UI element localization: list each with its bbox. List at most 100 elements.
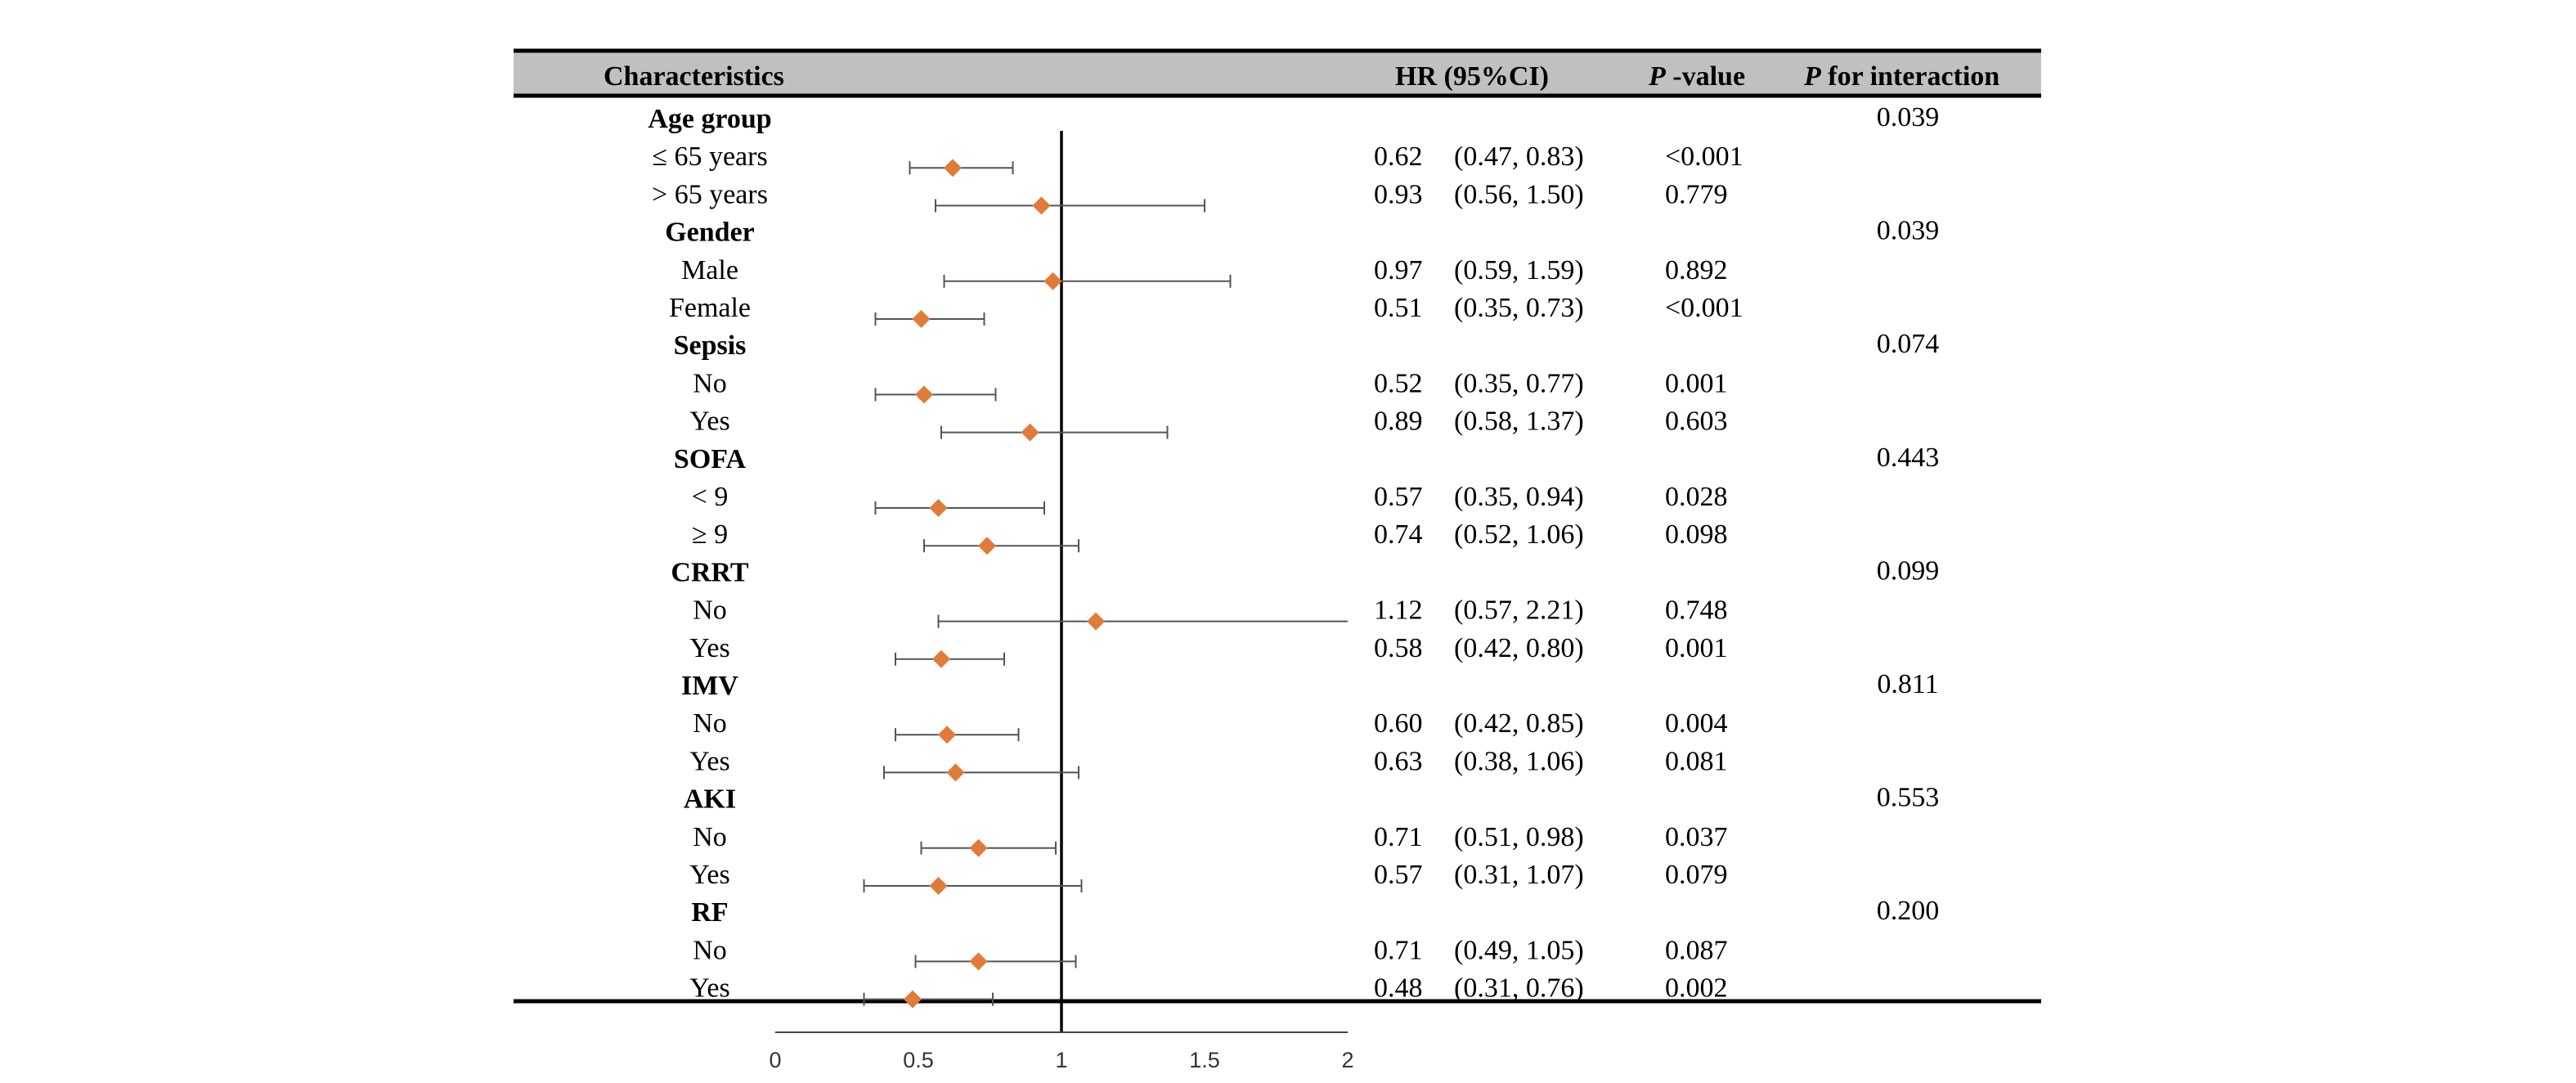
hr-value: 0.58 [1374, 633, 1423, 663]
subgroup-label: Yes [689, 860, 729, 890]
p-value: 0.892 [1665, 255, 1728, 285]
header-characteristics: Characteristics [604, 61, 784, 92]
subgroup-label: Yes [689, 407, 729, 437]
x-tick-label: 0 [769, 1048, 781, 1072]
subgroup-label: Male [681, 255, 738, 285]
p-value: <0.001 [1665, 142, 1744, 172]
p-value: 0.748 [1665, 595, 1728, 626]
ci-text: (0.31, 0.76) [1454, 973, 1584, 1004]
ci-text: (0.35, 0.77) [1454, 368, 1584, 398]
group-label: AKI [684, 784, 736, 815]
hr-point-marker [946, 763, 965, 782]
p-value: <0.001 [1665, 293, 1744, 323]
hr-value: 1.12 [1374, 595, 1423, 626]
hr-value: 0.74 [1374, 519, 1423, 550]
hr-point-marker [904, 990, 922, 1009]
ci-text: (0.42, 0.80) [1454, 633, 1584, 663]
group-label: Age group [648, 104, 771, 134]
p-value: 0.004 [1665, 708, 1728, 739]
p-value: 0.779 [1665, 179, 1728, 209]
p-value: 0.037 [1665, 822, 1728, 852]
p-interaction-value: 0.553 [1877, 783, 1940, 813]
hr-point-marker [1043, 272, 1062, 290]
hr-point-marker [1032, 196, 1051, 215]
p-value: 0.079 [1665, 860, 1728, 890]
p-value: 0.098 [1665, 519, 1728, 550]
hr-value: 0.71 [1374, 935, 1423, 965]
hr-value: 0.57 [1374, 860, 1423, 890]
subgroup-label: ≥ 9 [692, 519, 728, 550]
p-interaction-value: 0.074 [1877, 329, 1940, 359]
p-interaction-value: 0.811 [1877, 669, 1938, 699]
group-label: CRRT [671, 557, 748, 587]
p-interaction-value: 0.099 [1877, 555, 1940, 586]
x-tick-label: 0.5 [903, 1048, 934, 1072]
ci-text: (0.47, 0.83) [1454, 142, 1584, 172]
hr-point-marker [969, 952, 988, 971]
hr-value: 0.52 [1374, 368, 1423, 398]
hr-point-marker [929, 877, 948, 895]
subgroup-label: No [693, 822, 727, 852]
hr-value: 0.62 [1374, 142, 1423, 172]
ci-text: (0.57, 2.21) [1454, 595, 1584, 626]
ci-text: (0.59, 1.59) [1454, 255, 1584, 285]
p-value: 0.081 [1665, 746, 1728, 776]
hr-point-marker [978, 537, 996, 555]
p-interaction-value: 0.039 [1877, 216, 1940, 246]
hr-value: 0.71 [1374, 822, 1423, 852]
subgroup-label: No [693, 595, 727, 626]
hr-point-marker [932, 649, 950, 668]
ci-text: (0.38, 1.06) [1454, 746, 1584, 776]
group-label: RF [691, 897, 728, 928]
hr-value: 0.93 [1374, 179, 1423, 209]
ci-text: (0.56, 1.50) [1454, 179, 1584, 209]
p-interaction-value: 0.443 [1877, 443, 1940, 473]
header-hr-ci: HR (95%CI) [1395, 61, 1549, 92]
group-label: IMV [681, 671, 738, 701]
p-value: 0.028 [1665, 482, 1728, 512]
subgroup-label: > 65 years [652, 179, 768, 209]
hr-point-marker [969, 838, 988, 857]
ci-text: (0.51, 0.98) [1454, 822, 1584, 852]
subgroup-label: Yes [689, 746, 729, 776]
group-label: SOFA [674, 444, 747, 474]
p-value: 0.603 [1665, 407, 1728, 437]
subgroup-label: No [693, 708, 727, 739]
hr-point-marker [915, 385, 933, 404]
hr-value: 0.97 [1374, 255, 1423, 285]
ci-text: (0.31, 1.07) [1454, 860, 1584, 890]
hr-value: 0.63 [1374, 746, 1423, 776]
p-value: 0.001 [1665, 368, 1728, 398]
p-value: 0.002 [1665, 973, 1728, 1004]
subgroup-label: No [693, 368, 727, 398]
ci-text: (0.42, 0.85) [1454, 708, 1584, 739]
ci-text: (0.52, 1.06) [1454, 519, 1584, 550]
subgroup-label: Female [669, 293, 751, 323]
hr-value: 0.57 [1374, 482, 1423, 512]
hr-value: 0.89 [1374, 407, 1423, 437]
header-p-interaction: P for interaction [1803, 61, 1999, 92]
hr-value: 0.51 [1374, 293, 1423, 323]
ci-text: (0.58, 1.37) [1454, 407, 1584, 437]
subgroup-label: ≤ 65 years [652, 142, 767, 172]
group-label: Sepsis [674, 330, 747, 361]
header-band [514, 49, 2041, 95]
subgroup-label: No [693, 935, 727, 965]
hr-point-marker [929, 499, 948, 517]
header-p-value: P -value [1648, 61, 1745, 92]
hr-value: 0.60 [1374, 708, 1423, 739]
x-tick-label: 1 [1055, 1048, 1067, 1072]
ci-text: (0.35, 0.94) [1454, 482, 1584, 512]
ci-text: (0.49, 1.05) [1454, 935, 1584, 965]
subgroup-label: Yes [689, 973, 729, 1004]
subgroup-label: < 9 [692, 482, 729, 512]
p-value: 0.087 [1665, 935, 1728, 965]
x-tick-label: 2 [1341, 1048, 1353, 1072]
subgroup-label: Yes [689, 633, 729, 663]
hr-point-marker [912, 310, 931, 328]
group-label: Gender [665, 218, 755, 248]
x-tick-label: 1.5 [1189, 1048, 1220, 1072]
p-interaction-value: 0.039 [1877, 102, 1940, 133]
hr-point-marker [1087, 612, 1105, 631]
